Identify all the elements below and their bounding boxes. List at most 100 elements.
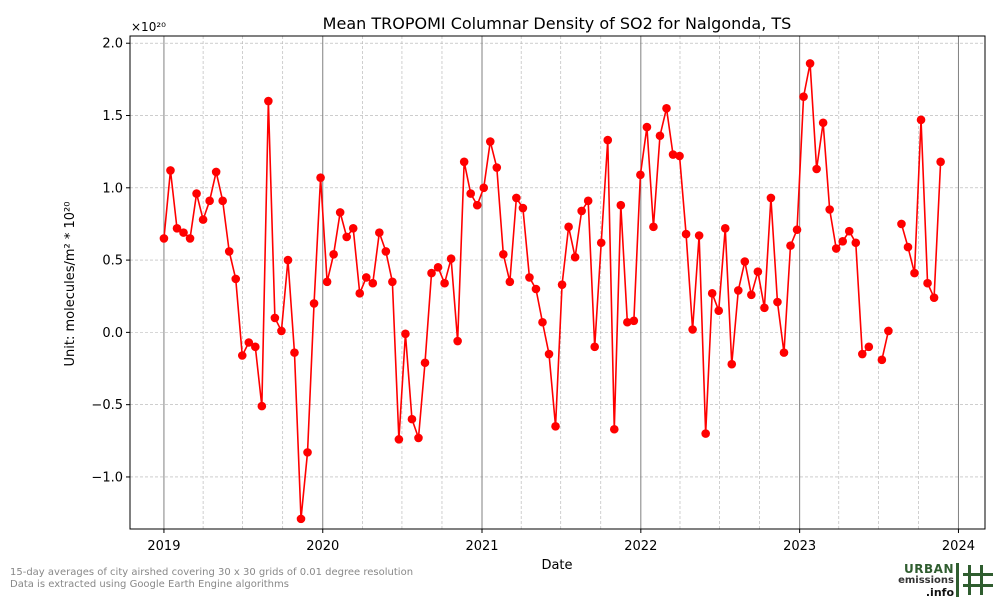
data-point — [701, 429, 710, 438]
footnote-resolution: 15-day averages of city airshed covering… — [10, 567, 414, 578]
data-point — [224, 247, 234, 256]
data-point — [923, 278, 932, 288]
data-point — [205, 196, 214, 206]
series-so2 — [159, 59, 945, 524]
data-point — [688, 325, 697, 334]
data-point — [844, 226, 854, 236]
x-axis-label: Date — [541, 558, 572, 573]
data-point — [707, 289, 717, 298]
data-point — [675, 151, 684, 161]
data-point — [505, 277, 515, 287]
grid-lines — [130, 36, 985, 529]
data-point — [753, 267, 763, 276]
data-point — [609, 424, 619, 434]
data-point — [375, 228, 384, 237]
data-point — [466, 189, 475, 198]
data-point — [603, 135, 613, 145]
data-point — [733, 286, 743, 295]
data-point — [636, 170, 645, 180]
data-point — [499, 250, 508, 259]
data-point — [564, 222, 573, 232]
data-point — [257, 401, 267, 411]
y-tick-label: 1.5 — [102, 109, 123, 124]
data-point — [264, 96, 273, 106]
x-tick-label: 2022 — [624, 539, 657, 554]
data-point — [747, 290, 756, 300]
data-point — [394, 435, 404, 444]
data-point — [538, 317, 547, 327]
x-tick-label: 2019 — [147, 539, 180, 554]
series-line-segment — [163, 62, 870, 520]
data-point — [903, 242, 913, 252]
data-point — [760, 303, 769, 313]
logo-text-emissions: emissions — [898, 575, 954, 586]
data-point — [172, 223, 182, 233]
data-point — [714, 306, 724, 315]
data-point — [388, 277, 397, 287]
y-tick-label: −1.0 — [91, 470, 123, 485]
data-point — [420, 358, 430, 368]
data-point — [251, 342, 260, 352]
data-point — [825, 205, 834, 214]
data-point — [864, 342, 874, 352]
data-point — [831, 244, 841, 253]
logo-text-info: .info — [925, 586, 954, 599]
data-point — [910, 268, 919, 278]
x-tick-label: 2021 — [465, 539, 498, 554]
footnote-source: Data is extracted using Google Earth Eng… — [10, 579, 289, 590]
y-tick-label: 2.0 — [102, 37, 123, 52]
data-point — [459, 157, 469, 167]
data-point — [361, 273, 371, 282]
data-point — [720, 223, 730, 233]
data-point — [779, 348, 789, 357]
data-point — [681, 229, 691, 239]
data-point — [858, 349, 867, 359]
data-point — [401, 329, 410, 339]
data-point — [159, 234, 169, 243]
data-point — [218, 196, 227, 206]
data-point — [655, 131, 665, 141]
y-tick-label: 1.0 — [102, 181, 123, 196]
data-point — [805, 59, 815, 68]
data-point — [792, 225, 802, 235]
data-point — [740, 257, 750, 266]
data-point — [818, 118, 828, 128]
data-point — [290, 348, 299, 357]
data-point — [936, 157, 945, 167]
data-point — [766, 193, 776, 203]
data-point — [727, 359, 737, 369]
data-point — [329, 250, 338, 259]
y-axis-ticks: −1.0 −0.5 0.0 0.5 1.0 1.5 2.0 — [91, 37, 130, 485]
data-point — [211, 167, 221, 177]
y-axis-offset-label: ×10²⁰ — [131, 20, 166, 34]
data-point — [694, 231, 704, 240]
data-point — [623, 317, 632, 327]
data-point — [583, 196, 593, 206]
y-tick-label: 0.0 — [102, 326, 123, 341]
data-point — [518, 203, 528, 213]
data-point — [786, 241, 795, 250]
chart-title: Mean TROPOMI Columnar Density of SO2 for… — [323, 14, 792, 33]
data-point — [642, 122, 652, 132]
data-point — [662, 103, 671, 113]
data-point — [231, 274, 241, 284]
x-tick-label: 2023 — [783, 539, 816, 554]
data-point — [322, 277, 332, 287]
data-point — [414, 433, 423, 443]
logo-grid-icon — [956, 563, 993, 597]
data-point — [316, 173, 325, 182]
data-point — [557, 280, 567, 289]
data-point — [668, 150, 678, 159]
data-point — [884, 326, 893, 336]
data-point — [244, 338, 254, 347]
data-point — [812, 164, 821, 174]
data-point — [929, 293, 939, 302]
data-point — [492, 163, 502, 172]
data-point — [551, 422, 560, 431]
data-point — [381, 247, 391, 256]
y-tick-label: −0.5 — [91, 398, 123, 413]
data-point — [303, 448, 312, 457]
data-point — [577, 206, 586, 216]
data-point — [198, 215, 208, 224]
